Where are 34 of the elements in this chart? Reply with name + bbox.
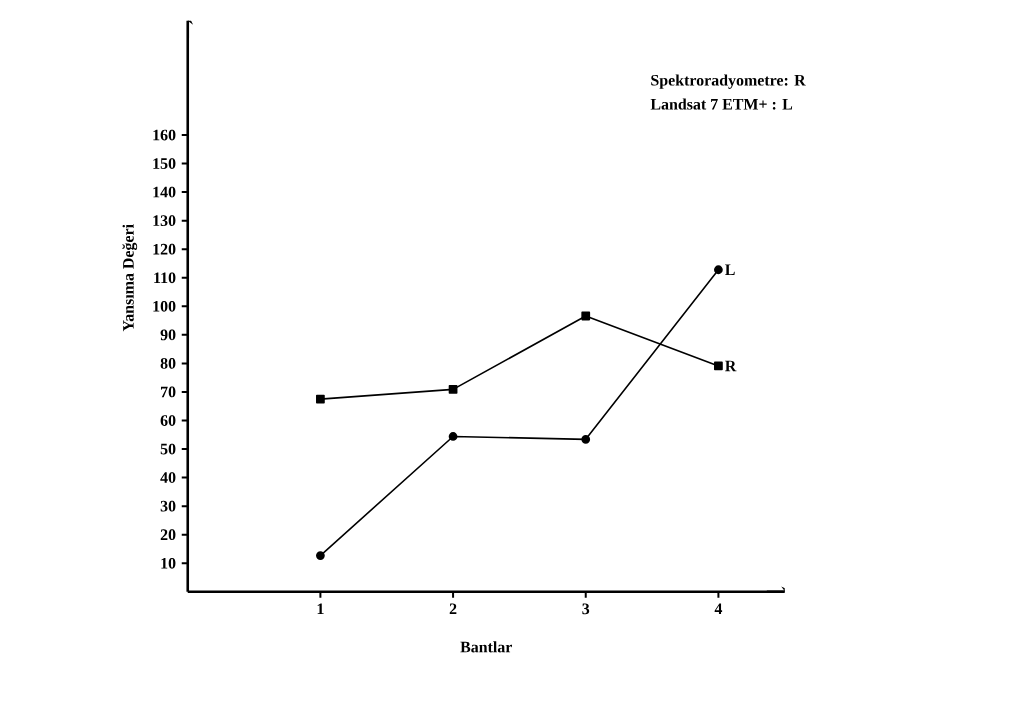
point: [316, 394, 325, 404]
y-axis-title: Yansıma Değeri: [122, 224, 138, 332]
x-tick-label: 4: [714, 603, 723, 614]
x-tick-label: 1: [317, 603, 324, 615]
point: [316, 551, 325, 560]
y-tick-label: 20: [160, 529, 176, 541]
x-tick-label: 3: [582, 603, 590, 615]
annotation: Landsat 7 ETM+ : L: [650, 98, 793, 110]
y-tick-label: 70: [161, 386, 176, 398]
y-tick-label: 80: [160, 358, 176, 369]
y-tick-label: 120: [153, 243, 176, 255]
y-tick-label: 160: [153, 129, 176, 141]
y-tick-label: 40: [160, 472, 176, 483]
y-tick-label: 90: [160, 329, 176, 341]
y-tick-label: 10: [161, 557, 176, 569]
y-tick-label: 30: [160, 500, 176, 512]
x-axis-title: Bantlar: [460, 641, 513, 653]
y-tick-label: 60: [160, 415, 176, 426]
y-tick-label: 110: [154, 272, 176, 284]
y-tick-label: 140: [153, 186, 176, 198]
point: [448, 384, 458, 394]
y-tick-label: 100: [153, 300, 176, 312]
series-label: R: [725, 360, 737, 372]
y-tick-label: 150: [153, 158, 176, 169]
annotation: Spektroradyometre: R: [651, 74, 806, 89]
point: [581, 434, 591, 444]
x-tick-label: 2: [449, 603, 457, 615]
point: [448, 432, 458, 441]
y-tick-label: 130: [153, 215, 176, 227]
series-label: L: [725, 264, 735, 275]
point: [714, 361, 723, 371]
y-tick-label: 50: [160, 443, 176, 455]
point: [714, 265, 723, 275]
point: [581, 311, 591, 321]
